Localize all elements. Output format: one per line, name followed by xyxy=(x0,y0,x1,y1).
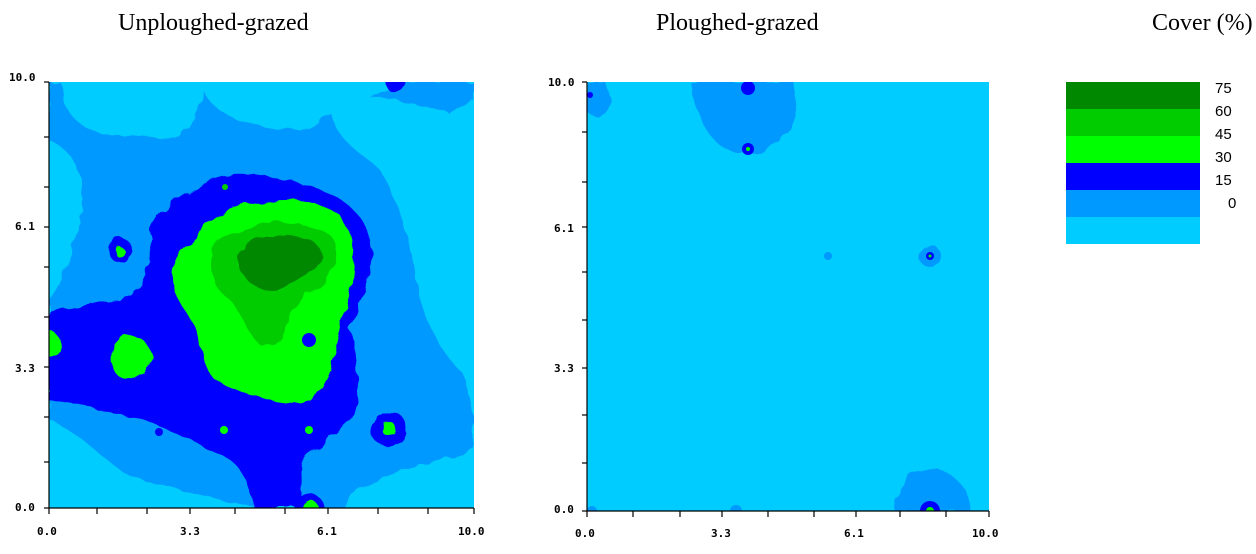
right-heatmap xyxy=(587,82,989,511)
left-x-tick-10: 10.0 xyxy=(458,525,485,538)
right-region-15-top xyxy=(689,82,797,154)
left-region-0-topright xyxy=(330,95,474,381)
right-region-15-topleft xyxy=(587,82,611,118)
legend-swatch-45 xyxy=(1066,136,1200,163)
right-x-tick-10: 10.0 xyxy=(972,527,999,540)
right-x-tick-6: 6.1 xyxy=(844,527,864,540)
right-spot-30-e xyxy=(587,92,593,98)
legend-label-0: 0 xyxy=(1228,195,1237,212)
right-spot-15-c xyxy=(587,506,597,511)
right-spot-15-a xyxy=(824,252,832,260)
left-axes xyxy=(44,81,475,514)
left-x-tick-3: 3.3 xyxy=(180,525,200,538)
left-region-0-topleft xyxy=(60,82,203,140)
left-spot-15-a xyxy=(222,184,228,190)
legend-swatch-60 xyxy=(1066,109,1200,136)
left-x-tick-0: 0.0 xyxy=(37,525,57,538)
left-spot-30-f xyxy=(302,333,316,347)
legend-label-45: 45 xyxy=(1215,126,1232,143)
right-y-tick-6: 6.1 xyxy=(554,222,574,235)
left-heatmap xyxy=(49,82,474,508)
right-spot-30-c xyxy=(920,501,940,511)
legend-label-30: 30 xyxy=(1215,149,1232,166)
legend-label-75: 75 xyxy=(1215,80,1232,97)
right-region-15-bottom xyxy=(895,470,970,511)
left-region-0-bottomleft xyxy=(49,420,260,508)
left-y-tick-3: 3.3 xyxy=(15,362,35,375)
right-y-tick-0: 0.0 xyxy=(554,503,574,516)
right-x-tick-3: 3.3 xyxy=(711,527,731,540)
left-y-tick-10: 10.0 xyxy=(9,71,36,84)
legend-label-60: 60 xyxy=(1215,103,1232,120)
right-y-tick-3: 3.3 xyxy=(554,362,574,375)
left-spot-45-a xyxy=(111,335,151,381)
right-y-tick-10: 10.0 xyxy=(548,76,575,89)
left-spot-30-g xyxy=(155,428,163,436)
left-region-0-left xyxy=(49,140,83,300)
left-chart-title: Unploughed-grazed xyxy=(118,10,309,36)
legend-swatch-75 xyxy=(1066,82,1200,109)
legend-swatch-0 xyxy=(1066,217,1200,244)
left-y-tick-0: 0.0 xyxy=(15,501,35,514)
left-x-tick-6: 6.1 xyxy=(317,525,337,538)
right-background xyxy=(587,82,989,511)
right-spot-30-b xyxy=(741,82,755,95)
left-spot-45-d xyxy=(302,500,318,508)
legend-title: Cover (%) xyxy=(1152,10,1253,36)
left-region-0-bottomright xyxy=(340,450,474,508)
left-spot-30-c xyxy=(385,82,405,92)
right-spot-45-b xyxy=(926,507,934,511)
left-y-tick-6: 6.1 xyxy=(15,220,35,233)
right-spot-45-a xyxy=(746,147,750,151)
left-spot-45-c xyxy=(382,422,396,436)
right-axes xyxy=(582,81,990,517)
right-spot-15-b xyxy=(730,505,742,511)
left-spot-45-b xyxy=(49,330,61,356)
legend-label-15: 15 xyxy=(1215,172,1232,189)
left-spot-45-e xyxy=(115,247,125,257)
left-spot-45-f xyxy=(220,426,228,434)
left-spot-45-g xyxy=(305,426,313,434)
legend-swatch-30 xyxy=(1066,163,1200,190)
right-spot-45-c xyxy=(928,254,932,258)
right-chart-title: Ploughed-grazed xyxy=(656,10,819,36)
legend xyxy=(1066,82,1200,244)
left-region-75 xyxy=(239,234,322,292)
legend-swatch-15 xyxy=(1066,190,1200,217)
right-x-tick-0: 0.0 xyxy=(575,527,595,540)
